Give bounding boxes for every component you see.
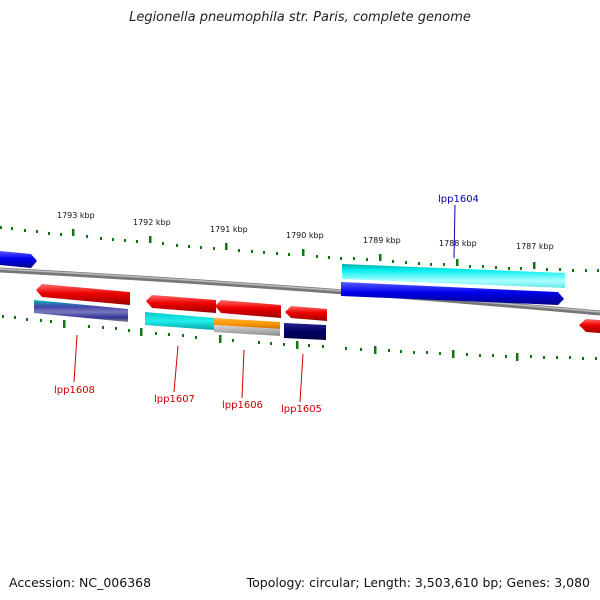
cds-lpp1608[interactable] <box>36 284 130 305</box>
cds-lpp1604-cyan[interactable] <box>342 264 565 288</box>
gene-label-lpp1607[interactable]: lpp1607 <box>154 394 195 405</box>
cds-lpp1605[interactable] <box>285 306 327 321</box>
map-title: Legionella pneumophila str. Paris, compl… <box>129 10 471 25</box>
gene-label-lpp1608[interactable]: lpp1608 <box>54 385 95 396</box>
tick-label-1791: 1791 kbp <box>210 225 248 234</box>
accession-text: Accession: NC_006368 <box>9 575 152 590</box>
tick-label-1793: 1793 kbp <box>57 211 95 220</box>
tick-label-1788: 1788 kbp <box>439 239 477 248</box>
inner-tick-ruler <box>2 315 597 361</box>
forward-strand-features <box>0 251 565 305</box>
gene-labels: lpp1604 lpp1608 lpp1607 lpp1606 lpp1605 <box>54 194 479 415</box>
cds-right-partial[interactable] <box>579 319 600 333</box>
outer-tick-ruler <box>0 226 599 272</box>
feature-lpp1606-orange[interactable] <box>214 318 280 329</box>
genome-summary-text: Topology: circular; Length: 3,503,610 bp… <box>246 575 590 590</box>
label-leaders <box>73 204 456 403</box>
gene-label-lpp1605[interactable]: lpp1605 <box>281 404 322 415</box>
gene-label-lpp1604[interactable]: lpp1604 <box>438 194 479 205</box>
feature-lpp1605-navy[interactable] <box>284 323 326 340</box>
tick-labels: 1793 kbp 1792 kbp 1791 kbp 1790 kbp 1789… <box>57 211 554 251</box>
cds-left-partial[interactable] <box>0 251 37 268</box>
feature-lpp1607-cyan[interactable] <box>145 312 214 330</box>
tick-label-1787: 1787 kbp <box>516 242 554 251</box>
tick-label-1792: 1792 kbp <box>133 218 171 227</box>
reverse-strand-features <box>34 284 600 340</box>
cds-lpp1606[interactable] <box>215 300 281 318</box>
tick-label-1790: 1790 kbp <box>286 231 324 240</box>
tick-label-1789: 1789 kbp <box>363 236 401 245</box>
feature-lpp1608-stripe[interactable] <box>34 300 128 322</box>
cds-lpp1604[interactable] <box>341 282 564 305</box>
gene-label-lpp1606[interactable]: lpp1606 <box>222 400 263 411</box>
cds-lpp1607[interactable] <box>146 295 216 313</box>
genome-backbone <box>0 267 600 316</box>
feature-lpp1606-grey[interactable] <box>214 325 280 336</box>
